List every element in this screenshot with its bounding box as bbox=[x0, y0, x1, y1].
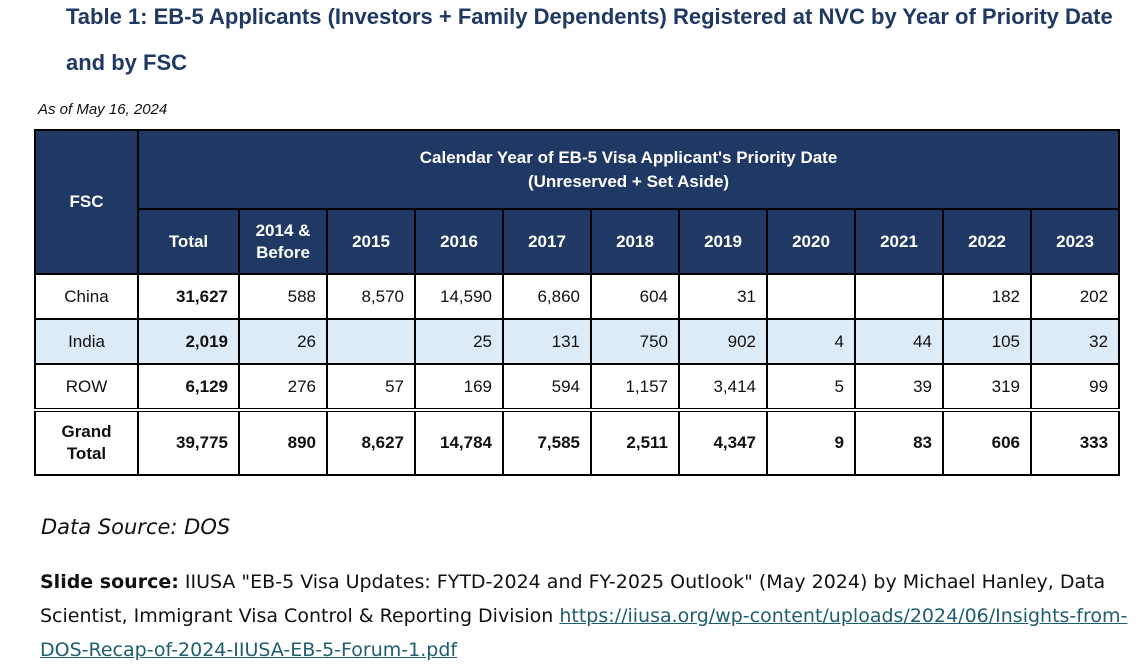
as-of-date: As of May 16, 2024 bbox=[38, 101, 168, 118]
value-cell: 588 bbox=[238, 273, 328, 320]
value-cell bbox=[854, 273, 944, 320]
value-cell: 4,347 bbox=[678, 408, 768, 476]
value-cell: 604 bbox=[590, 273, 680, 320]
value-cell: 9 bbox=[766, 408, 856, 476]
value-cell: 276 bbox=[238, 363, 328, 411]
priority-date-group-header: Calendar Year of EB-5 Visa Applicant's P… bbox=[136, 129, 1121, 210]
slide-source-text: IIUSA "EB-5 Visa Updates: FYTD-2024 and … bbox=[40, 571, 1106, 627]
value-cell bbox=[326, 318, 416, 365]
value-cell: 4 bbox=[766, 318, 856, 365]
value-cell: 169 bbox=[414, 363, 504, 411]
group-header-line1: Calendar Year of EB-5 Visa Applicant's P… bbox=[419, 147, 838, 167]
value-cell: 606 bbox=[942, 408, 1032, 476]
value-cell: 8,570 bbox=[326, 273, 416, 320]
table-row-grand-total: Grand Total 39,775 890 8,627 14,784 7,58… bbox=[34, 408, 1121, 476]
total-cell: 39,775 bbox=[137, 408, 240, 476]
col-header-2023: 2023 bbox=[1029, 208, 1121, 275]
value-cell: 319 bbox=[942, 363, 1032, 411]
value-cell: 3,414 bbox=[678, 363, 768, 411]
value-cell: 2,511 bbox=[590, 408, 680, 476]
grand-total-label-line1: Grand bbox=[61, 422, 112, 441]
total-cell: 6,129 bbox=[137, 363, 240, 411]
col-header-2014-line1: 2014 & bbox=[255, 220, 311, 240]
value-cell: 6,860 bbox=[502, 273, 592, 320]
value-cell: 57 bbox=[326, 363, 416, 411]
value-cell: 31 bbox=[678, 273, 768, 320]
col-header-2014-line2: Before bbox=[256, 242, 310, 262]
col-header-2022: 2022 bbox=[942, 208, 1032, 275]
col-header-2021: 2021 bbox=[854, 208, 944, 275]
value-cell: 99 bbox=[1029, 363, 1121, 411]
value-cell: 32 bbox=[1029, 318, 1121, 365]
grand-total-label-line2: Total bbox=[66, 444, 107, 463]
eb5-applicants-table: FSC Calendar Year of EB-5 Visa Applicant… bbox=[34, 129, 1121, 476]
slide-source-link[interactable]: https://iiusa.org/wp-content/uploads/202… bbox=[40, 605, 1128, 661]
value-cell: 750 bbox=[590, 318, 680, 365]
total-cell: 2,019 bbox=[137, 318, 240, 365]
slide-source-label: Slide source: bbox=[40, 571, 179, 593]
value-cell: 8,627 bbox=[326, 408, 416, 476]
table-row-row: ROW 6,129 276 57 169 594 1,157 3,414 5 3… bbox=[34, 363, 1121, 411]
value-cell bbox=[766, 273, 856, 320]
value-cell: 902 bbox=[678, 318, 768, 365]
value-cell: 333 bbox=[1029, 408, 1121, 476]
col-header-2015: 2015 bbox=[326, 208, 416, 275]
value-cell: 44 bbox=[854, 318, 944, 365]
page-title: Table 1: EB-5 Applicants (Investors + Fa… bbox=[66, 4, 1113, 75]
value-cell: 26 bbox=[238, 318, 328, 365]
group-header-line2: (Unreserved + Set Aside) bbox=[527, 171, 730, 191]
value-cell: 890 bbox=[238, 408, 328, 476]
data-source-note: Data Source: DOS bbox=[41, 515, 231, 539]
value-cell: 105 bbox=[942, 318, 1032, 365]
value-cell: 14,590 bbox=[414, 273, 504, 320]
fsc-cell: China bbox=[34, 273, 139, 320]
col-header-total: Total bbox=[137, 208, 240, 275]
value-cell: 83 bbox=[854, 408, 944, 476]
value-cell: 182 bbox=[942, 273, 1032, 320]
value-cell: 131 bbox=[502, 318, 592, 365]
table-row-china: China 31,627 588 8,570 14,590 6,860 604 … bbox=[34, 273, 1121, 320]
value-cell: 202 bbox=[1029, 273, 1121, 320]
col-header-2017: 2017 bbox=[502, 208, 592, 275]
col-header-2020: 2020 bbox=[766, 208, 856, 275]
value-cell: 7,585 bbox=[502, 408, 592, 476]
fsc-cell: India bbox=[34, 318, 139, 365]
value-cell: 5 bbox=[766, 363, 856, 411]
fsc-cell: ROW bbox=[34, 363, 139, 411]
col-header-2019: 2019 bbox=[678, 208, 768, 275]
col-header-2014-before: 2014 & Before bbox=[238, 208, 328, 275]
col-header-2016: 2016 bbox=[414, 208, 504, 275]
table-row-india: India 2,019 26 25 131 750 902 4 44 105 3… bbox=[34, 318, 1121, 365]
value-cell: 1,157 bbox=[590, 363, 680, 411]
col-header-2018: 2018 bbox=[590, 208, 680, 275]
fsc-header: FSC bbox=[34, 129, 139, 275]
value-cell: 39 bbox=[854, 363, 944, 411]
grand-total-label: Grand Total bbox=[34, 408, 139, 476]
value-cell: 14,784 bbox=[414, 408, 504, 476]
value-cell: 594 bbox=[502, 363, 592, 411]
total-cell: 31,627 bbox=[137, 273, 240, 320]
value-cell: 25 bbox=[414, 318, 504, 365]
slide-source-note: Slide source: IIUSA "EB-5 Visa Updates: … bbox=[40, 565, 1130, 667]
